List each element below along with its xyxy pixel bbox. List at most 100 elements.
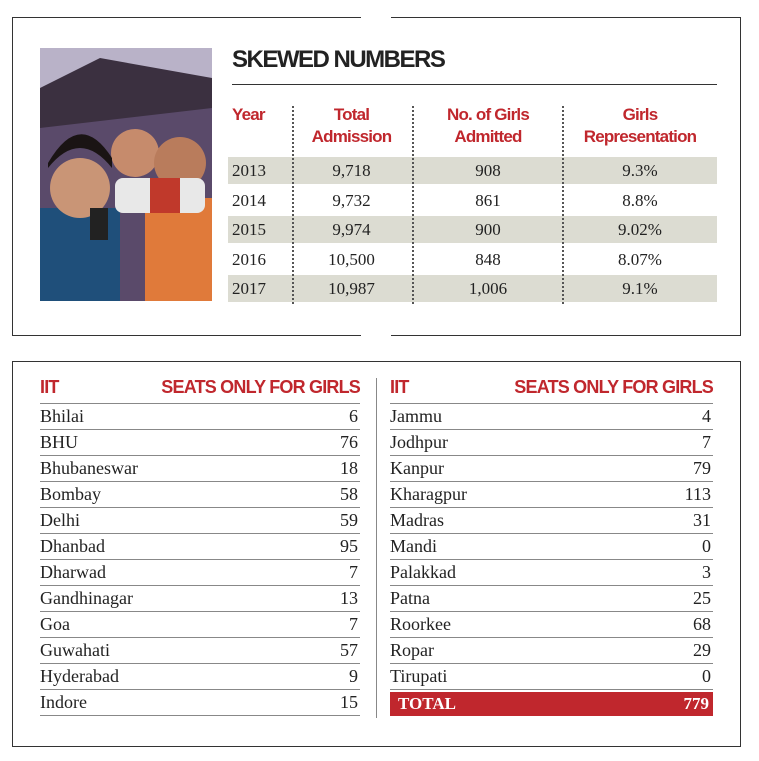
column-header: Year (232, 105, 266, 124)
table-cell: 908 (475, 161, 501, 180)
column-divider (376, 378, 377, 718)
column-divider (412, 106, 414, 304)
total-value: 779 (683, 694, 710, 713)
table-cell: 9,732 (332, 190, 371, 210)
table-cell: 10,987 (328, 279, 375, 298)
seat-count: 113 (684, 484, 711, 504)
seat-count: 0 (702, 536, 711, 556)
table-row (40, 456, 360, 482)
table-cell: 10,500 (328, 249, 375, 269)
seat-count: 7 (349, 562, 358, 582)
column-header: SEATS ONLY FOR GIRLS (514, 377, 714, 397)
table-cell: 1,006 (468, 279, 508, 298)
iit-name: Hyderabad (40, 666, 119, 686)
table-row (40, 430, 360, 456)
title: SKEWED NUMBERS (232, 46, 446, 73)
table-cell: 2015 (232, 220, 266, 239)
photo (40, 48, 212, 301)
seat-count: 7 (349, 614, 358, 634)
iit-name: BHU (40, 432, 79, 452)
iit-name: Delhi (40, 510, 80, 530)
seat-count: 57 (340, 640, 358, 660)
table-cell: 2013 (232, 161, 266, 180)
seat-count: 29 (693, 640, 711, 660)
table-row (390, 560, 713, 586)
table-cell: 9,974 (332, 220, 371, 239)
iit-name: Gandhinagar (40, 588, 133, 608)
iit-name: Roorkee (390, 614, 451, 634)
iit-name: Patna (390, 588, 430, 608)
seat-count: 59 (340, 510, 358, 530)
table-row (40, 560, 360, 586)
iit-name: Kanpur (390, 458, 444, 478)
total-row (390, 692, 713, 716)
iit-name: Dhanbad (40, 536, 105, 556)
table-row (390, 404, 713, 430)
column-header: SEATS ONLY FOR GIRLS (161, 377, 361, 397)
column-header: Girls Representation (583, 105, 697, 146)
table-cell: 9.1% (622, 279, 658, 298)
title-rule (232, 84, 717, 85)
table-row (390, 430, 713, 456)
iit-name: Mandi (390, 536, 437, 556)
table-cell: 848 (475, 249, 501, 269)
frame-gap (361, 15, 391, 19)
seat-count: 0 (702, 666, 711, 686)
table-cell: 900 (475, 220, 501, 239)
header-rule (40, 378, 360, 404)
table-row (390, 508, 713, 534)
table-row (390, 482, 713, 508)
table-row (390, 612, 713, 638)
table-cell: 8.8% (622, 190, 658, 210)
seat-count: 18 (340, 458, 358, 478)
table-row (40, 638, 360, 664)
header-rule (390, 378, 713, 404)
row-shade (228, 157, 717, 184)
seat-count: 76 (340, 432, 358, 452)
table-row (40, 690, 360, 716)
seat-count: 58 (340, 484, 358, 504)
table-cell: 861 (475, 190, 501, 210)
frame-gap (361, 333, 391, 337)
seat-count: 3 (702, 562, 711, 582)
table-cell: 2014 (232, 190, 266, 210)
iit-name: Bhilai (40, 406, 84, 426)
table-cell: 9.3% (622, 161, 658, 180)
iit-name: Ropar (390, 640, 434, 660)
table-row (390, 586, 713, 612)
row-shade (228, 216, 717, 243)
seat-count: 95 (340, 536, 358, 556)
seat-count: 79 (693, 458, 711, 478)
column-header: No. of Girls Admitted (446, 105, 530, 146)
column-divider (562, 106, 564, 304)
iit-name: Bombay (40, 484, 101, 504)
seat-count: 68 (693, 614, 711, 634)
iit-name: Palakkad (390, 562, 456, 582)
iit-name: Goa (40, 614, 70, 634)
iit-name: Jodhpur (390, 432, 448, 452)
row-shade (228, 275, 717, 302)
table-row (40, 664, 360, 690)
table-cell: 2017 (232, 279, 266, 298)
iit-name: Bhubaneswar (40, 458, 138, 478)
column-header: IIT (40, 377, 59, 397)
iit-name: Tirupati (390, 666, 448, 686)
seat-count: 7 (702, 432, 711, 452)
table-row (40, 586, 360, 612)
table-cell: 8.07% (618, 249, 662, 269)
column-header: IIT (390, 377, 409, 397)
total-label: TOTAL (398, 694, 456, 713)
seat-count: 9 (349, 666, 358, 686)
seat-count: 25 (693, 588, 711, 608)
bottom-panel (12, 361, 741, 747)
column-header: Total Admission (311, 105, 393, 146)
iit-name: Indore (40, 692, 87, 712)
table-row (390, 638, 713, 664)
table-row (390, 456, 713, 482)
column-divider (292, 106, 294, 304)
table-cell: 9.02% (618, 220, 662, 239)
iit-name: Kharagpur (390, 484, 467, 504)
table-row (40, 508, 360, 534)
iit-name: Jammu (390, 406, 442, 426)
